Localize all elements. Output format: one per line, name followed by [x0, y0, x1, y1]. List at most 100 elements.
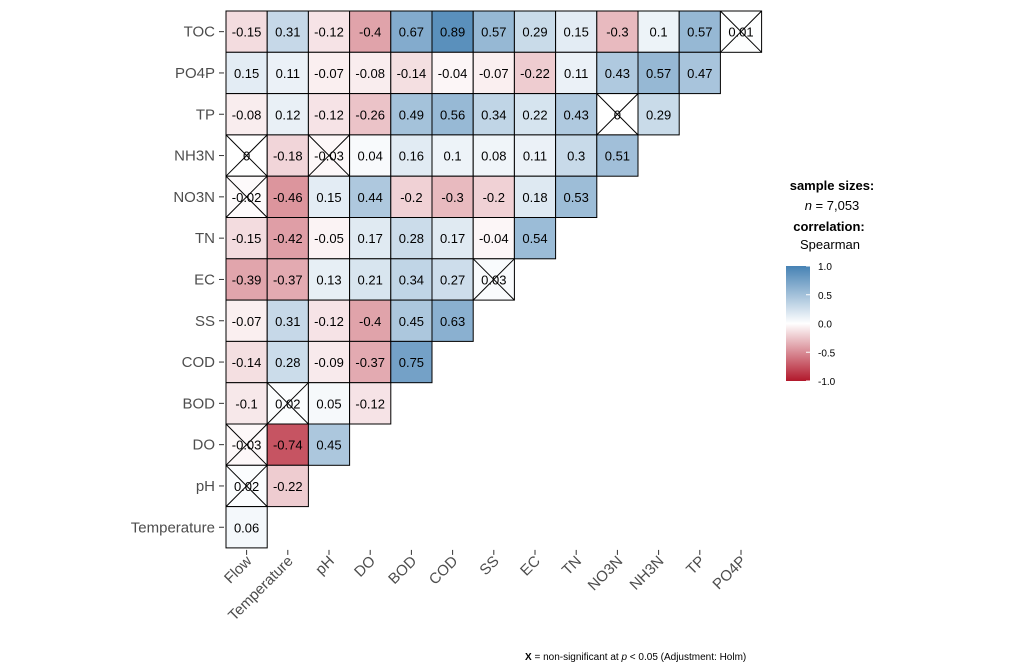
row-label: BOD — [182, 395, 224, 412]
cell-value: 0.05 — [316, 396, 341, 411]
cell-value: -0.15 — [232, 231, 262, 246]
legend-correlation-title: correlation: — [793, 219, 865, 234]
legend: sample sizes: n = 7,053 correlation: Spe… — [786, 178, 874, 388]
cell-value: 0.28 — [275, 355, 300, 370]
column-label: TN — [559, 549, 585, 579]
heatmap-cell: 0.47 — [678, 51, 721, 95]
row-label: SS — [195, 313, 224, 330]
heatmap-cell: 0.01 — [719, 10, 763, 53]
row-label: TP — [196, 106, 224, 123]
cell-value: -0.08 — [232, 107, 262, 122]
heatmap-cell: -0.05 — [307, 217, 351, 260]
heatmap-cell: -0.2 — [390, 175, 433, 218]
column-label: PO4P — [710, 549, 750, 593]
heatmap-cell: 0.49 — [390, 93, 433, 136]
cell-value: -0.2 — [400, 190, 422, 205]
legend-tick-label: 0.5 — [818, 291, 832, 302]
legend-sample-size: n = 7,053 — [805, 198, 860, 213]
cell-value: 0.45 — [399, 314, 424, 329]
nonsignificant-cross — [225, 464, 268, 507]
cell-value: -0.09 — [314, 355, 344, 370]
heatmap-cell: -0.14 — [390, 51, 433, 95]
row-label-text: TOC — [184, 24, 216, 41]
row-label: TN — [195, 230, 224, 247]
cell-value: -0.37 — [273, 272, 303, 287]
heatmap-cell: 0.02 — [266, 382, 309, 425]
cell-value: -0.05 — [314, 231, 344, 246]
row-label: NH3N — [174, 148, 224, 165]
heatmap-cell: 0.67 — [390, 10, 433, 53]
heatmap-cell: -0.4 — [349, 299, 392, 342]
heatmap-cell: -0.12 — [307, 93, 351, 136]
caption-part1: = non-significant at — [532, 652, 622, 663]
nonsignificant-cross — [472, 258, 515, 301]
cell-value: -0.14 — [232, 355, 262, 370]
cell-value: -0.1 — [235, 396, 257, 411]
row-label-text: PO4P — [175, 65, 215, 82]
row-label-text: pH — [196, 478, 215, 495]
heatmap-cell: 0.63 — [431, 299, 474, 342]
legend-tick: -0.5 — [806, 348, 836, 359]
cell-value: 0.16 — [399, 149, 424, 164]
row-label: DO — [193, 437, 224, 454]
cell-value: 0.67 — [399, 25, 424, 40]
heatmap-cell: 0.13 — [307, 258, 351, 301]
row-label-text: TN — [195, 230, 215, 247]
cell-value: -0.04 — [479, 231, 509, 246]
heatmap-cell: 0.44 — [349, 175, 392, 218]
heatmap-cell: 0.08 — [472, 134, 515, 177]
nonsignificant-cross — [225, 423, 268, 466]
cell-value: -0.15 — [232, 25, 262, 40]
heatmap-cell: -0.03 — [307, 134, 351, 177]
caption-p-symbol: p — [620, 652, 627, 663]
row-label: COD — [182, 354, 224, 371]
heatmap-cell: 0.57 — [637, 51, 680, 95]
legend-tick: 0.5 — [806, 291, 832, 302]
nonsignificant-cross — [266, 382, 309, 425]
column-label: NO3N — [585, 549, 626, 594]
cell-value: -0.22 — [520, 66, 550, 81]
heatmap-cell: 0.15 — [307, 175, 351, 218]
column-label-text: DO — [351, 553, 379, 581]
heatmap-cell: 0.02 — [225, 464, 268, 508]
heatmap-cell: -0.07 — [472, 51, 515, 95]
column-label-text: TP — [683, 553, 709, 579]
legend-correlation-method: Spearman — [800, 237, 860, 252]
cell-value: 0.06 — [234, 520, 259, 535]
heatmap-cell: -0.74 — [266, 423, 309, 466]
cell-value: 0.29 — [646, 107, 671, 122]
heatmap-cell: 0.89 — [431, 10, 474, 53]
row-label-text: BOD — [182, 395, 215, 412]
cell-value: -0.12 — [314, 25, 344, 40]
cell-value: -0.74 — [273, 438, 303, 453]
heatmap-cell: -0.37 — [266, 258, 309, 301]
cell-value: 0.18 — [522, 190, 547, 205]
heatmap-cell: 0.17 — [349, 217, 392, 260]
cell-value: 0.15 — [234, 66, 259, 81]
legend-tick: -1.0 — [806, 377, 836, 388]
cell-value: 0.51 — [605, 149, 630, 164]
cell-value: 0.15 — [316, 190, 341, 205]
heatmap-cell: -0.08 — [225, 93, 268, 136]
cell-value: 0.1 — [650, 25, 668, 40]
heatmap-cell: 0.56 — [431, 93, 474, 136]
cell-value: 0.53 — [564, 190, 589, 205]
cell-value: -0.42 — [273, 231, 303, 246]
heatmap-cell: 0.11 — [266, 51, 309, 95]
cell-value: 0.89 — [440, 25, 465, 40]
cell-value: 0.22 — [522, 107, 547, 122]
heatmap-cell: -0.04 — [431, 51, 474, 95]
heatmap-cell: 0.51 — [596, 134, 639, 177]
heatmap-cell: -0.08 — [349, 51, 392, 95]
column-label: EC — [517, 549, 544, 579]
heatmap-cell: -0.37 — [349, 340, 392, 384]
nonsignificant-cross — [225, 134, 268, 177]
heatmap-cell: 0.45 — [390, 299, 433, 342]
cell-value: 0.57 — [687, 25, 712, 40]
column-label-text: NH3N — [627, 553, 668, 594]
heatmap-cell: 0.31 — [266, 299, 309, 342]
nonsignificant-cross — [308, 134, 350, 177]
column-label-text: NO3N — [585, 553, 626, 594]
cell-value: 0.1 — [444, 149, 462, 164]
